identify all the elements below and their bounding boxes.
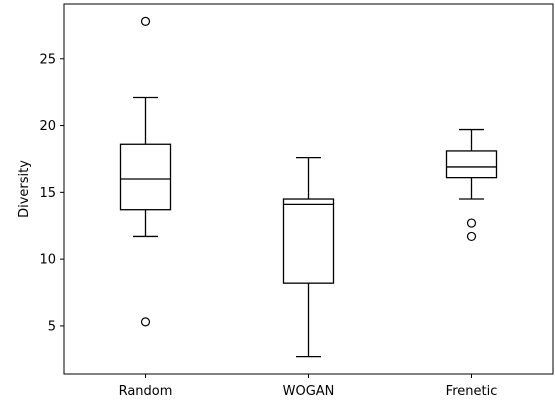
- y-ticks: 5 10 15 20 25: [39, 52, 64, 334]
- box: [445, 150, 498, 179]
- outlier-point: [140, 16, 151, 26]
- outlier-point: [140, 317, 151, 327]
- x-tick-label: Frenetic: [446, 384, 498, 399]
- box: [119, 143, 172, 211]
- x-tick-label: WOGAN: [283, 384, 335, 399]
- box-group: [282, 156, 335, 358]
- box-group: [445, 128, 498, 242]
- box-group: [119, 16, 172, 327]
- y-tick-label: 20: [39, 119, 56, 134]
- y-axis-label: Diversity: [17, 160, 32, 218]
- y-tick-label: 10: [39, 253, 56, 268]
- y-tick-label: 15: [39, 186, 56, 201]
- box: [282, 198, 335, 284]
- outlier-point: [466, 231, 477, 242]
- x-tick-label: Random: [119, 384, 173, 399]
- outlier-point: [466, 218, 477, 228]
- y-tick-label: 5: [48, 319, 56, 334]
- x-ticks: Random WOGAN Frenetic: [119, 374, 498, 399]
- boxes: [119, 16, 498, 358]
- y-tick-label: 25: [39, 52, 56, 67]
